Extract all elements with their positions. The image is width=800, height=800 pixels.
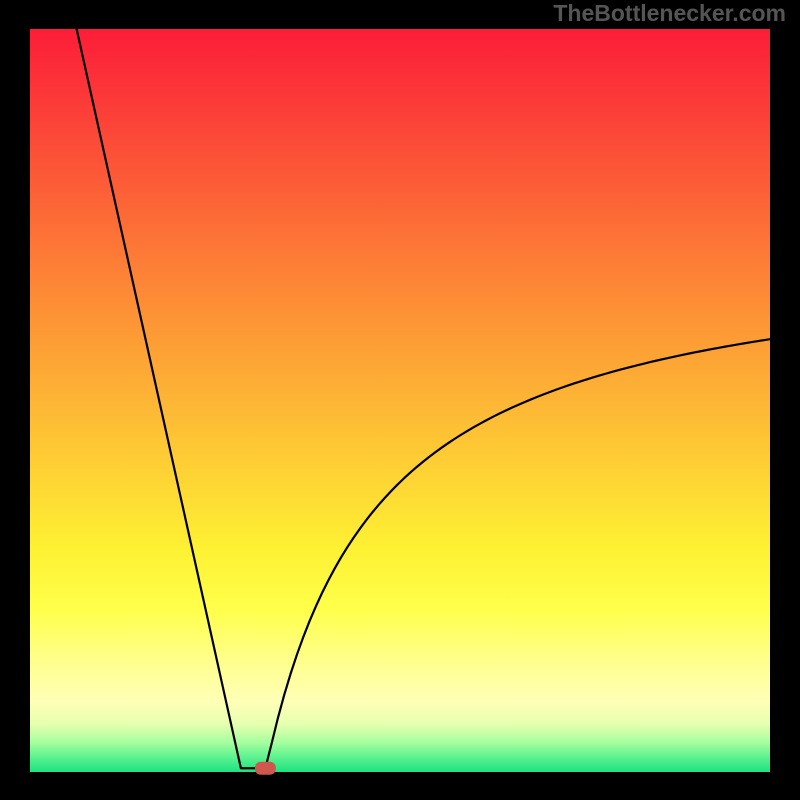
chart-container: TheBottlenecker.com xyxy=(0,0,800,800)
bottleneck-chart xyxy=(0,0,800,800)
current-position-marker xyxy=(255,762,276,775)
watermark-text: TheBottlenecker.com xyxy=(553,0,786,27)
plot-background xyxy=(30,29,770,772)
